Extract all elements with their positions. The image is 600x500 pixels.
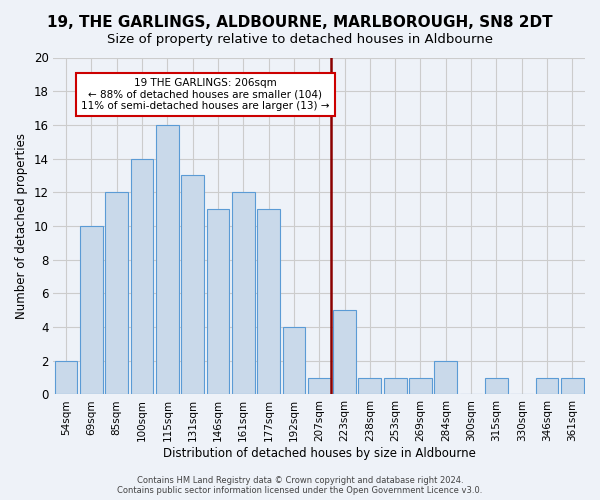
Bar (156, 125, 179, 394)
Bar (206, 209, 229, 394)
X-axis label: Distribution of detached houses by size in Aldbourne: Distribution of detached houses by size … (163, 447, 476, 460)
Bar (257, 209, 280, 394)
Text: 19, THE GARLINGS, ALDBOURNE, MARLBOROUGH, SN8 2DT: 19, THE GARLINGS, ALDBOURNE, MARLBOROUGH… (47, 15, 553, 30)
Bar (80, 226, 103, 394)
Bar (283, 327, 305, 394)
Bar (485, 378, 508, 394)
Bar (434, 361, 457, 394)
Y-axis label: Number of detached properties: Number of detached properties (15, 133, 28, 319)
Bar (384, 378, 407, 394)
Bar (181, 176, 204, 394)
Text: 19 THE GARLINGS: 206sqm
← 88% of detached houses are smaller (104)
11% of semi-d: 19 THE GARLINGS: 206sqm ← 88% of detache… (81, 78, 329, 111)
Bar (308, 378, 331, 394)
Text: Contains HM Land Registry data © Crown copyright and database right 2024.
Contai: Contains HM Land Registry data © Crown c… (118, 476, 482, 495)
Bar (106, 192, 128, 394)
Bar (409, 378, 432, 394)
Bar (55, 361, 77, 394)
Bar (131, 158, 154, 394)
Text: Size of property relative to detached houses in Aldbourne: Size of property relative to detached ho… (107, 32, 493, 46)
Bar (561, 378, 584, 394)
Bar (333, 310, 356, 394)
Bar (232, 192, 254, 394)
Bar (536, 378, 559, 394)
Bar (358, 378, 381, 394)
